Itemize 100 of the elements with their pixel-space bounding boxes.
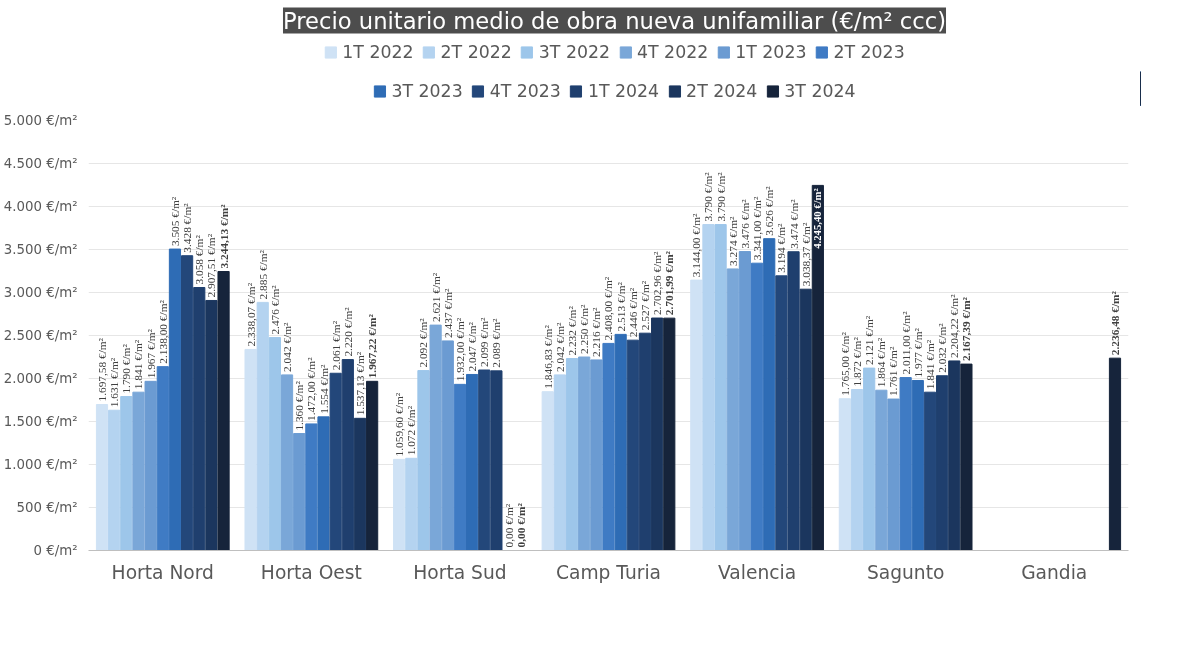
- bar: [911, 379, 924, 551]
- data-label: 1.554 €/m²: [317, 363, 330, 414]
- data-label: 2.527 €/m²: [638, 280, 651, 331]
- legend-label: 1T 2022: [342, 42, 414, 62]
- legend-label: 4T 2022: [637, 42, 709, 62]
- bar: [875, 389, 888, 551]
- legend-label: 3T 2022: [538, 42, 610, 62]
- y-tick-label: 2.500 €/m²: [3, 328, 78, 343]
- bar: [887, 398, 900, 551]
- bar: [293, 433, 306, 551]
- x-tick-label: Gandia: [1021, 561, 1088, 583]
- bar: [651, 317, 664, 551]
- bar: [553, 374, 566, 551]
- data-label: 3.505 €/m²: [168, 196, 181, 247]
- x-tick-label: Camp Turia: [555, 561, 662, 583]
- bar: [565, 358, 579, 551]
- x-tick-label: Sagunto: [866, 561, 945, 583]
- data-label: 3.038,37 €/m²: [799, 222, 812, 287]
- y-tick-label: 4.000 €/m²: [3, 199, 78, 214]
- data-label: 1.072 €/m²: [405, 405, 418, 456]
- bar: [256, 301, 269, 551]
- bar: [702, 224, 715, 551]
- bar: [268, 337, 281, 551]
- data-label: 1.765,00 €/m²: [838, 331, 851, 396]
- data-label: 1.697,58 €/m²: [96, 337, 109, 402]
- data-label: 2.446 €/m²: [626, 287, 639, 338]
- data-label: 1.932,00 €/m²: [453, 317, 466, 382]
- data-label: 1.059,60 €/m²: [393, 392, 406, 457]
- bar: [614, 333, 627, 551]
- bar: [441, 340, 454, 551]
- data-label: 2.089 €/m²: [490, 317, 503, 368]
- data-label: 3.244,13 €/m²: [217, 203, 230, 269]
- y-tick-label: 5.000 €/m²: [3, 113, 78, 128]
- y-tick-label: 4.500 €/m²: [3, 156, 78, 171]
- x-tick-label: Valencia: [718, 561, 797, 583]
- data-label: 2.220 €/m²: [341, 306, 354, 357]
- data-label: 2.204,22 €/m²: [948, 293, 961, 358]
- data-label: 1.846,83 €/m²: [541, 324, 554, 389]
- legend-label: 1T 2024: [587, 81, 660, 101]
- bar: [465, 373, 479, 551]
- data-label: 0,00 €/m²: [502, 503, 515, 548]
- data-label: 2.092 €/m²: [417, 317, 430, 368]
- data-label: 1.631 €/m²: [108, 357, 121, 408]
- y-tick-label: 1.000 €/m²: [3, 457, 78, 472]
- data-label: 2.338,07 €/m²: [244, 282, 257, 347]
- data-label: 1.967,22 €/m²: [366, 313, 379, 379]
- data-label: 2.042 €/m²: [281, 321, 294, 372]
- data-label: 1.841 €/m²: [132, 339, 145, 390]
- y-tick-label: 3.500 €/m²: [3, 242, 78, 257]
- bar: [863, 367, 876, 551]
- bar: [95, 404, 109, 551]
- data-label: 1.472,00 €/m²: [305, 356, 318, 421]
- bar: [405, 457, 418, 551]
- data-label: 3.790 €/m²: [714, 171, 727, 222]
- data-label: 3.428 €/m²: [181, 202, 194, 253]
- legend-label: 3T 2023: [391, 81, 463, 101]
- bar: [244, 348, 257, 551]
- bar: [353, 417, 367, 551]
- data-label: 3.790 €/m²: [702, 171, 715, 222]
- bar: [602, 342, 615, 551]
- bar: [305, 423, 318, 551]
- data-label: 2.408,00 €/m²: [602, 276, 615, 341]
- data-label: 2.047 €/m²: [466, 321, 479, 372]
- bar: [120, 396, 133, 551]
- data-label: 2.216 €/m²: [590, 306, 603, 357]
- data-label: 2.167,39 €/m²: [960, 296, 973, 362]
- x-tick-label: Horta Sud: [413, 561, 507, 583]
- legend-label: 2T 2024: [686, 81, 758, 101]
- data-label: 1.864 €/m²: [875, 337, 888, 388]
- data-label: 2.121 €/m²: [863, 315, 876, 366]
- x-tick-label: Horta Nord: [111, 561, 214, 583]
- data-label: 2.236,48 €/m²: [1108, 290, 1121, 356]
- data-label: 3.274 €/m²: [726, 215, 739, 266]
- y-tick-label: 500 €/m²: [16, 500, 78, 515]
- data-label: 1.761 €/m²: [887, 346, 900, 397]
- bar: [453, 383, 467, 551]
- bar: [393, 458, 406, 551]
- bar: [205, 299, 218, 551]
- bar: [948, 360, 961, 551]
- bar: [217, 271, 230, 551]
- legend-label: 2T 2023: [833, 42, 905, 62]
- data-label: 1.872 €/m²: [851, 336, 864, 387]
- data-label: 2.437 €/m²: [441, 287, 454, 338]
- bar: [960, 363, 973, 551]
- bar: [899, 377, 912, 551]
- data-label: 2.702,96 €/m²: [651, 250, 664, 316]
- data-label: 2.621 €/m²: [429, 272, 442, 323]
- bar: [156, 366, 169, 551]
- bar: [578, 356, 591, 551]
- bar: [280, 374, 294, 551]
- data-label: 3.474 €/m²: [787, 198, 800, 249]
- data-label: 2.061 €/m²: [329, 320, 342, 371]
- bar: [417, 370, 430, 551]
- data-label: 1.841 €/m²: [923, 339, 936, 390]
- legend-label: 1T 2023: [735, 42, 807, 62]
- y-tick-label: 2.000 €/m²: [3, 371, 78, 386]
- data-label: 3.626 €/m²: [763, 185, 776, 236]
- data-label: 2.011,00 €/m²: [899, 310, 912, 375]
- y-tick-label: 0 €/m²: [33, 543, 78, 558]
- data-label: 2.232 €/m²: [566, 305, 579, 356]
